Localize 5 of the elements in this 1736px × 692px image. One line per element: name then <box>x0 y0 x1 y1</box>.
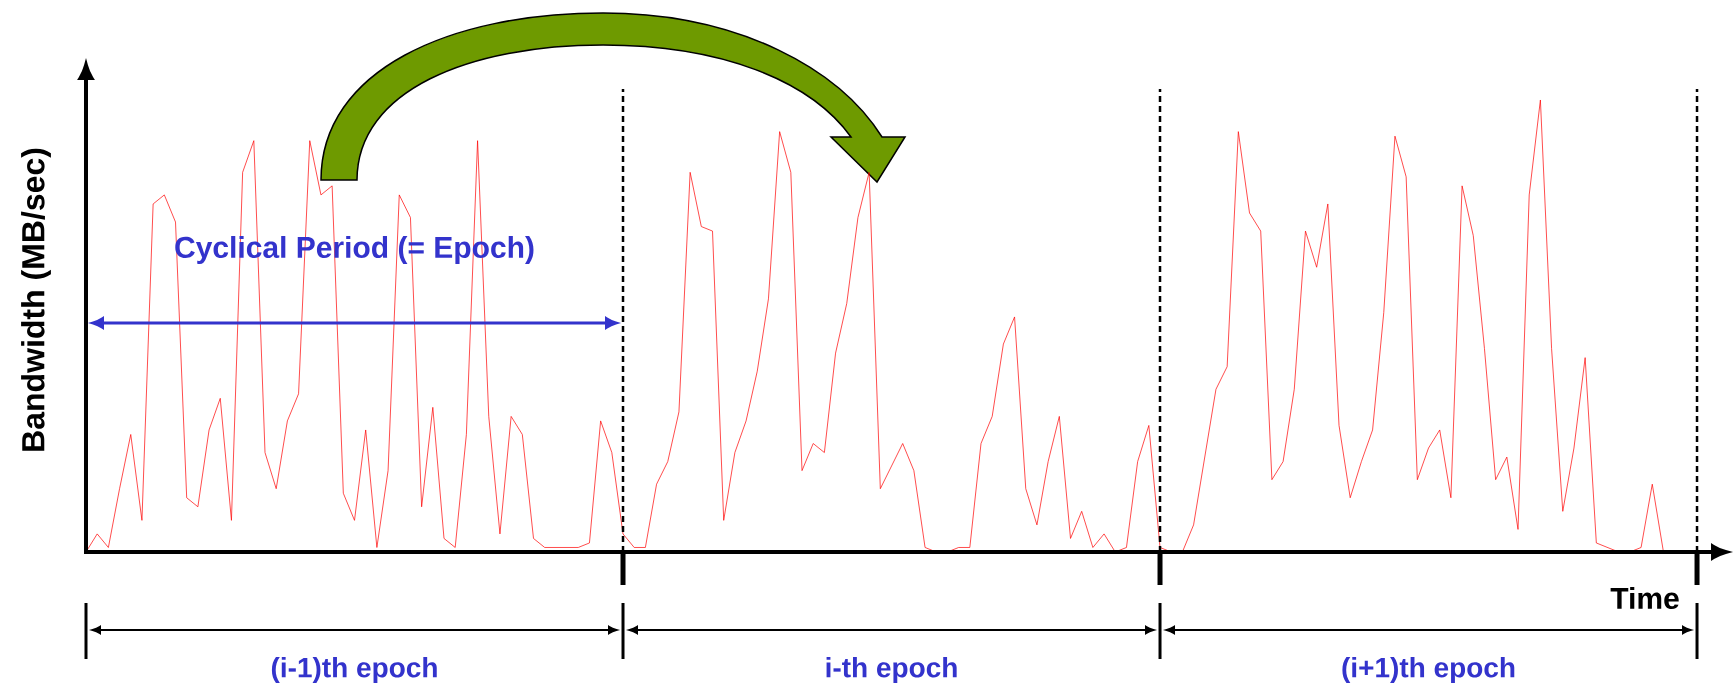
text: i-th epoch <box>826 656 957 684</box>
x-axis-title: Time <box>1610 586 1679 610</box>
text: (i+1)th epoch <box>1342 656 1515 684</box>
text: (i-1)th epoch <box>271 656 437 684</box>
y-axis-title: Bandwidth (MB/sec) <box>21 148 51 451</box>
